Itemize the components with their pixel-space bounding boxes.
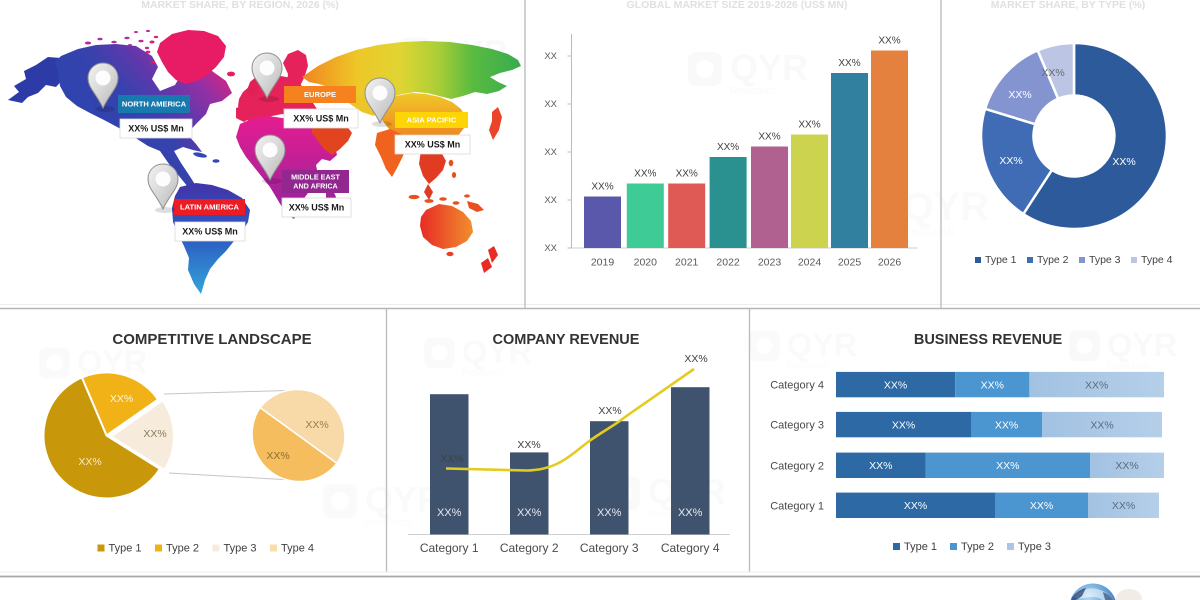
svg-text:XX% US$ Mn: XX% US$ Mn [289,203,345,213]
svg-text:2021: 2021 [675,257,699,269]
svg-text:Research: Research [365,517,412,529]
svg-text:Category 1: Category 1 [770,500,824,512]
svg-text:Category 4: Category 4 [770,380,824,392]
svg-text:XX%: XX% [78,456,101,468]
svg-text:XX: XX [544,51,557,62]
svg-text:XX%: XX% [1008,89,1031,101]
svg-text:COMPETITIVE LANDSCAPE: COMPETITIVE LANDSCAPE [112,331,311,348]
svg-text:XX%: XX% [1030,500,1053,512]
svg-text:COMPANY REVENUE: COMPANY REVENUE [493,332,640,348]
svg-text:XX%: XX% [892,419,915,431]
svg-text:QYR: QYR [787,327,857,363]
svg-text:Type 3: Type 3 [224,543,257,555]
svg-text:XX%: XX% [597,507,622,519]
svg-text:XX%: XX% [676,169,698,180]
svg-text:Type 3: Type 3 [1089,254,1121,266]
svg-text:XX% US$ Mn: XX% US$ Mn [405,140,461,150]
svg-text:XX: XX [544,147,557,158]
svg-text:ASIA PACIFIC: ASIA PACIFIC [407,116,457,125]
svg-text:XX%: XX% [878,36,900,47]
svg-text:Research: Research [730,85,777,97]
svg-text:Category 2: Category 2 [770,460,824,472]
svg-text:Type 2: Type 2 [961,541,994,553]
svg-text:XX%: XX% [838,58,860,69]
svg-text:XX%: XX% [598,405,621,417]
svg-text:XX: XX [544,195,557,206]
svg-text:2025: 2025 [838,257,862,269]
svg-text:QYR: QYR [462,334,532,370]
svg-text:XX%: XX% [1112,156,1135,168]
svg-text:XX% US$ Mn: XX% US$ Mn [182,227,238,237]
svg-text:Category 3: Category 3 [580,541,639,555]
svg-text:2022: 2022 [716,257,740,269]
svg-text:2019: 2019 [591,257,615,269]
svg-text:XX%: XX% [1085,379,1108,391]
svg-text:MARKET SHARE, BY TYPE (%): MARKET SHARE, BY TYPE (%) [991,0,1145,11]
svg-text:XX%: XX% [996,460,1019,472]
svg-text:XX%: XX% [995,419,1018,431]
svg-text:XX%: XX% [869,460,892,472]
svg-text:BUSINESS REVENUE: BUSINESS REVENUE [914,332,1063,348]
svg-text:Type 1: Type 1 [109,543,142,555]
svg-text:QYR: QYR [730,47,808,88]
svg-text:XX%: XX% [981,379,1004,391]
svg-text:AND AFRICA: AND AFRICA [293,181,337,190]
svg-text:Research: Research [787,360,829,371]
svg-text:XX%: XX% [440,453,463,465]
svg-text:XX%: XX% [266,450,289,462]
svg-text:Type 1: Type 1 [985,254,1017,266]
svg-text:Type 3: Type 3 [1018,541,1051,553]
svg-text:Type 4: Type 4 [281,543,314,555]
svg-text:XX: XX [544,243,557,254]
svg-text:XX%: XX% [1112,500,1135,512]
svg-text:Research: Research [903,225,955,239]
svg-text:XX%: XX% [305,419,328,431]
svg-text:Type 2: Type 2 [166,543,199,555]
svg-text:2020: 2020 [634,257,658,269]
svg-text:XX%: XX% [437,507,462,519]
svg-text:XX%: XX% [758,132,780,143]
svg-text:Type 2: Type 2 [1037,254,1069,266]
svg-text:EUROPE: EUROPE [304,90,336,99]
svg-text:2024: 2024 [798,257,822,269]
svg-text:XX%: XX% [110,393,133,405]
svg-text:XX%: XX% [1115,460,1138,472]
svg-text:XX% US$ Mn: XX% US$ Mn [128,124,184,134]
svg-text:Category 3: Category 3 [770,420,824,432]
svg-text:XX: XX [544,99,557,110]
svg-text:Category 2: Category 2 [500,541,559,555]
svg-text:Research: Research [1107,360,1149,371]
svg-text:XX% US$ Mn: XX% US$ Mn [293,114,349,124]
svg-text:GLOBAL MARKET SIZE 2019-2026 (: GLOBAL MARKET SIZE 2019-2026 (US$ MN) [627,0,848,11]
svg-text:QYR: QYR [903,185,989,229]
svg-text:2026: 2026 [878,257,902,269]
svg-text:XX%: XX% [517,507,542,519]
svg-text:XX%: XX% [678,507,703,519]
svg-text:XX%: XX% [798,120,820,131]
svg-text:Category 4: Category 4 [661,541,720,555]
svg-text:MARKET SHARE, BY REGION, 2026: MARKET SHARE, BY REGION, 2026 (%) [141,0,339,11]
svg-text:XX%: XX% [634,169,656,180]
svg-text:XX%: XX% [591,182,613,193]
svg-text:XX%: XX% [1090,419,1113,431]
svg-text:2023: 2023 [758,257,782,269]
svg-text:Type 4: Type 4 [1141,254,1173,266]
svg-text:NORTH AMERICA: NORTH AMERICA [122,100,187,109]
svg-text:XX%: XX% [143,428,166,440]
svg-text:XX%: XX% [999,155,1022,167]
svg-text:XX%: XX% [1041,67,1064,79]
svg-text:Research: Research [462,367,504,378]
svg-text:QYR: QYR [1107,327,1177,363]
svg-text:XX%: XX% [717,142,739,153]
svg-text:LATIN AMERICA: LATIN AMERICA [180,203,240,212]
svg-text:XX%: XX% [684,353,707,365]
svg-text:MIDDLE EAST: MIDDLE EAST [291,173,340,182]
svg-text:XX%: XX% [884,379,907,391]
svg-text:Category 1: Category 1 [420,541,479,555]
svg-text:Type 1: Type 1 [904,541,937,553]
svg-text:XX%: XX% [904,500,927,512]
svg-text:XX%: XX% [517,439,540,451]
